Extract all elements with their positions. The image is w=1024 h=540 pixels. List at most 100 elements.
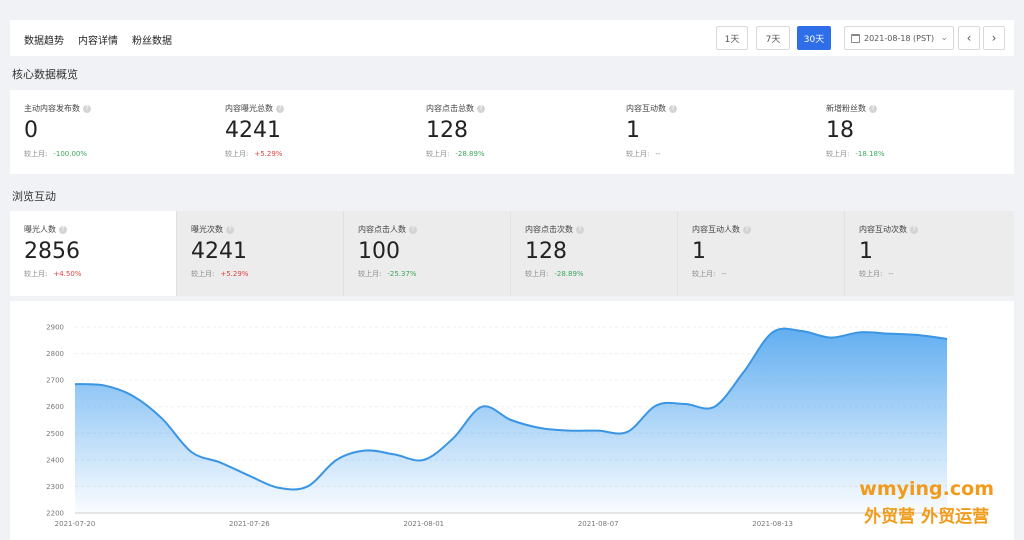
metric-label: 内容点击总数 [426, 104, 474, 113]
change-value: -18.18% [855, 150, 885, 158]
change-value: -- [721, 270, 727, 278]
help-icon[interactable]: ? [477, 104, 485, 113]
metric-value: 2856 [24, 239, 80, 264]
metric-label: 新增粉丝数 [826, 104, 866, 113]
metric-value: 128 [525, 239, 567, 264]
browse-card-exposure-users[interactable]: 曝光人数? 2856 较上月: +4.50% [10, 211, 177, 296]
core-metrics-card: 主动内容发布数? 0 较上月: -100.00% 内容曝光总数? 4241 较上月… [10, 90, 1014, 174]
help-icon[interactable]: ? [226, 225, 234, 234]
date-picker-value: 2021-08-18 (PST) [864, 33, 935, 43]
trend-chart: 2200 2300 2400 2500 2600 2700 2800 2900 2021-07-… [46, 324, 948, 528]
compare-label: 较上月: [626, 150, 650, 158]
y-tick-label: 2900 [46, 324, 64, 332]
series-line [74, 327, 948, 491]
metric-value: 1 [692, 239, 706, 264]
browse-card-interaction-times[interactable]: 内容互动次数? 1 较上月: -- [845, 211, 1014, 296]
change-value: -28.89% [554, 270, 584, 278]
tab-bar: 数据趋势 内容详情 粉丝数据 [24, 32, 172, 47]
top-toolbar: 数据趋势 内容详情 粉丝数据 1天 7天 30天 2021-08-18 (PST… [10, 20, 1014, 56]
metric-value: 4241 [225, 118, 281, 143]
change-value: +5.29% [220, 270, 249, 278]
metric-value: 4241 [191, 239, 247, 264]
help-icon[interactable]: ? [743, 225, 751, 234]
change-value: +5.29% [254, 150, 283, 158]
watermark-text: 外贸营 外贸运营 [864, 507, 990, 527]
metric-label: 内容互动人数 [692, 225, 740, 234]
chevron-down-icon: ⌄ [940, 33, 948, 43]
x-tick-label: 2021-07-26 [229, 520, 270, 528]
browse-card-exposure-times[interactable]: 曝光次数? 4241 较上月: +5.29% [177, 211, 344, 296]
metric-value: 0 [24, 118, 38, 143]
x-tick-label: 2021-08-01 [403, 520, 444, 528]
metric-label: 内容互动数 [626, 104, 666, 113]
metric-label: 内容点击人数 [358, 225, 406, 234]
browse-section-title: 浏览互动 [12, 190, 56, 203]
help-icon[interactable]: ? [83, 104, 91, 113]
compare-label: 较上月: [24, 150, 48, 158]
watermark: wmying.com 外贸营 外贸运营 [859, 478, 994, 527]
browse-metrics-row: 曝光人数? 2856 较上月: +4.50% 曝光次数? 4241 较上月: +5.… [10, 211, 1014, 296]
metric-label: 内容曝光总数 [225, 104, 273, 113]
calendar-icon [851, 33, 860, 43]
change-value: +4.50% [53, 270, 82, 278]
y-tick-label: 2700 [46, 377, 64, 385]
change-value: -100.00% [53, 150, 88, 158]
range-7-day-button[interactable]: 7天 [756, 26, 790, 50]
compare-label: 较上月: [24, 270, 48, 278]
compare-label: 较上月: [859, 270, 883, 278]
metric-value: 18 [826, 118, 854, 143]
tab-data-trend[interactable]: 数据趋势 [24, 36, 64, 47]
y-tick-label: 2600 [46, 403, 64, 411]
metric-label: 曝光人数 [24, 225, 56, 234]
compare-label: 较上月: [692, 270, 716, 278]
prev-date-button[interactable]: ‹ [958, 26, 980, 50]
compare-label: 较上月: [426, 150, 450, 158]
trend-chart-card: 2200 2300 2400 2500 2600 2700 2800 2900 2021-07-… [10, 301, 1014, 540]
help-icon[interactable]: ? [276, 104, 284, 113]
help-icon[interactable]: ? [910, 225, 918, 234]
tab-fans-data[interactable]: 粉丝数据 [132, 36, 172, 47]
metric-label: 内容互动次数 [859, 225, 907, 234]
date-picker[interactable]: 2021-08-18 (PST) ⌄ [844, 26, 954, 50]
tab-content-detail[interactable]: 内容详情 [78, 36, 118, 47]
y-tick-label: 2200 [46, 510, 64, 518]
change-value: -- [655, 150, 661, 158]
y-tick-label: 2500 [46, 430, 64, 438]
x-tick-label: 2021-08-07 [578, 520, 619, 528]
help-icon[interactable]: ? [59, 225, 67, 234]
metric-value: 1 [626, 118, 640, 143]
y-tick-label: 2800 [46, 350, 64, 358]
next-date-button[interactable]: › [983, 26, 1005, 50]
compare-label: 较上月: [191, 270, 215, 278]
help-icon[interactable]: ? [669, 104, 677, 113]
chevron-right-icon: › [991, 31, 997, 45]
range-30-day-button[interactable]: 30天 [797, 26, 831, 50]
metric-label: 主动内容发布数 [24, 104, 80, 113]
compare-label: 较上月: [525, 270, 549, 278]
metric-value: 1 [859, 239, 873, 264]
change-value: -28.89% [455, 150, 485, 158]
help-icon[interactable]: ? [869, 104, 877, 113]
chevron-left-icon: ‹ [966, 31, 972, 45]
compare-label: 较上月: [358, 270, 382, 278]
compare-label: 较上月: [826, 150, 850, 158]
change-value: -- [888, 270, 894, 278]
help-icon[interactable]: ? [409, 225, 417, 234]
metric-label: 曝光次数 [191, 225, 223, 234]
y-tick-label: 2400 [46, 456, 64, 464]
metric-value: 128 [426, 118, 468, 143]
browse-card-click-times[interactable]: 内容点击次数? 128 较上月: -28.89% [511, 211, 678, 296]
core-section-title: 核心数据概览 [12, 68, 78, 81]
help-icon[interactable]: ? [576, 225, 584, 234]
browse-card-click-users[interactable]: 内容点击人数? 100 较上月: -25.37% [344, 211, 511, 296]
x-tick-label: 2021-07-20 [55, 520, 96, 528]
watermark-url: wmying.com [859, 478, 994, 500]
y-tick-label: 2300 [46, 483, 64, 491]
compare-label: 较上月: [225, 150, 249, 158]
metric-label: 内容点击次数 [525, 225, 573, 234]
range-1-day-button[interactable]: 1天 [716, 26, 748, 50]
change-value: -25.37% [387, 270, 417, 278]
browse-card-interaction-users[interactable]: 内容互动人数? 1 较上月: -- [678, 211, 845, 296]
x-tick-label: 2021-08-13 [752, 520, 793, 528]
metric-value: 100 [358, 239, 400, 264]
